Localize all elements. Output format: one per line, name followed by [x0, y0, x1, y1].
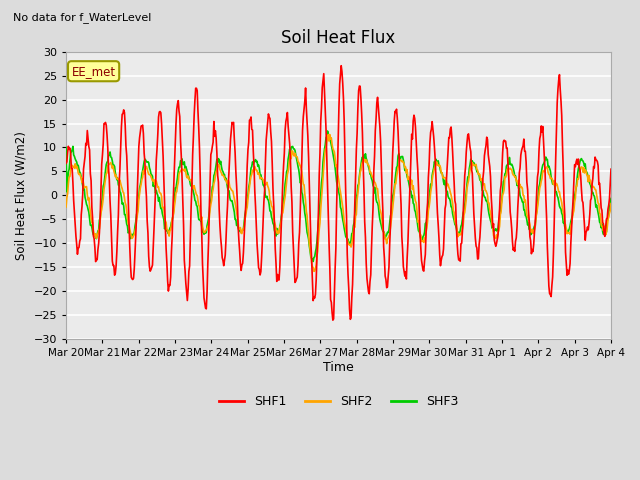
SHF3: [309, 259, 317, 264]
SHF1: [406, 178, 414, 183]
SHF3: [62, 144, 70, 150]
SHF3: [422, 221, 430, 227]
SHF1: [212, 135, 220, 141]
SHF3: [72, 157, 80, 163]
SHF1: [62, 160, 70, 166]
SHF3: [184, 169, 191, 175]
Line: SHF1: SHF1: [66, 66, 611, 320]
Legend: SHF1, SHF2, SHF3: SHF1, SHF2, SHF3: [214, 390, 463, 413]
SHF2: [324, 132, 332, 137]
SHF1: [329, 317, 337, 323]
SHF2: [72, 165, 80, 171]
SHF3: [607, 195, 615, 201]
Y-axis label: Soil Heat Flux (W/m2): Soil Heat Flux (W/m2): [15, 131, 28, 260]
SHF1: [337, 63, 345, 69]
SHF3: [128, 231, 136, 237]
SHF2: [406, 175, 414, 180]
SHF3: [324, 128, 332, 134]
SHF3: [212, 162, 220, 168]
Text: EE_met: EE_met: [72, 65, 116, 78]
Title: Soil Heat Flux: Soil Heat Flux: [282, 29, 396, 48]
SHF2: [62, 204, 70, 210]
SHF1: [184, 298, 191, 303]
Text: No data for f_WaterLevel: No data for f_WaterLevel: [13, 12, 151, 23]
SHF2: [184, 175, 191, 181]
Line: SHF3: SHF3: [66, 131, 611, 262]
X-axis label: Time: Time: [323, 361, 354, 374]
Line: SHF2: SHF2: [66, 134, 611, 271]
SHF2: [212, 168, 220, 174]
SHF2: [607, 201, 615, 206]
SHF1: [422, 229, 430, 235]
SHF3: [406, 188, 414, 194]
SHF2: [128, 236, 136, 241]
SHF2: [310, 268, 317, 274]
SHF1: [72, 233, 80, 239]
SHF2: [422, 229, 430, 235]
SHF1: [128, 276, 136, 282]
SHF1: [607, 166, 615, 172]
